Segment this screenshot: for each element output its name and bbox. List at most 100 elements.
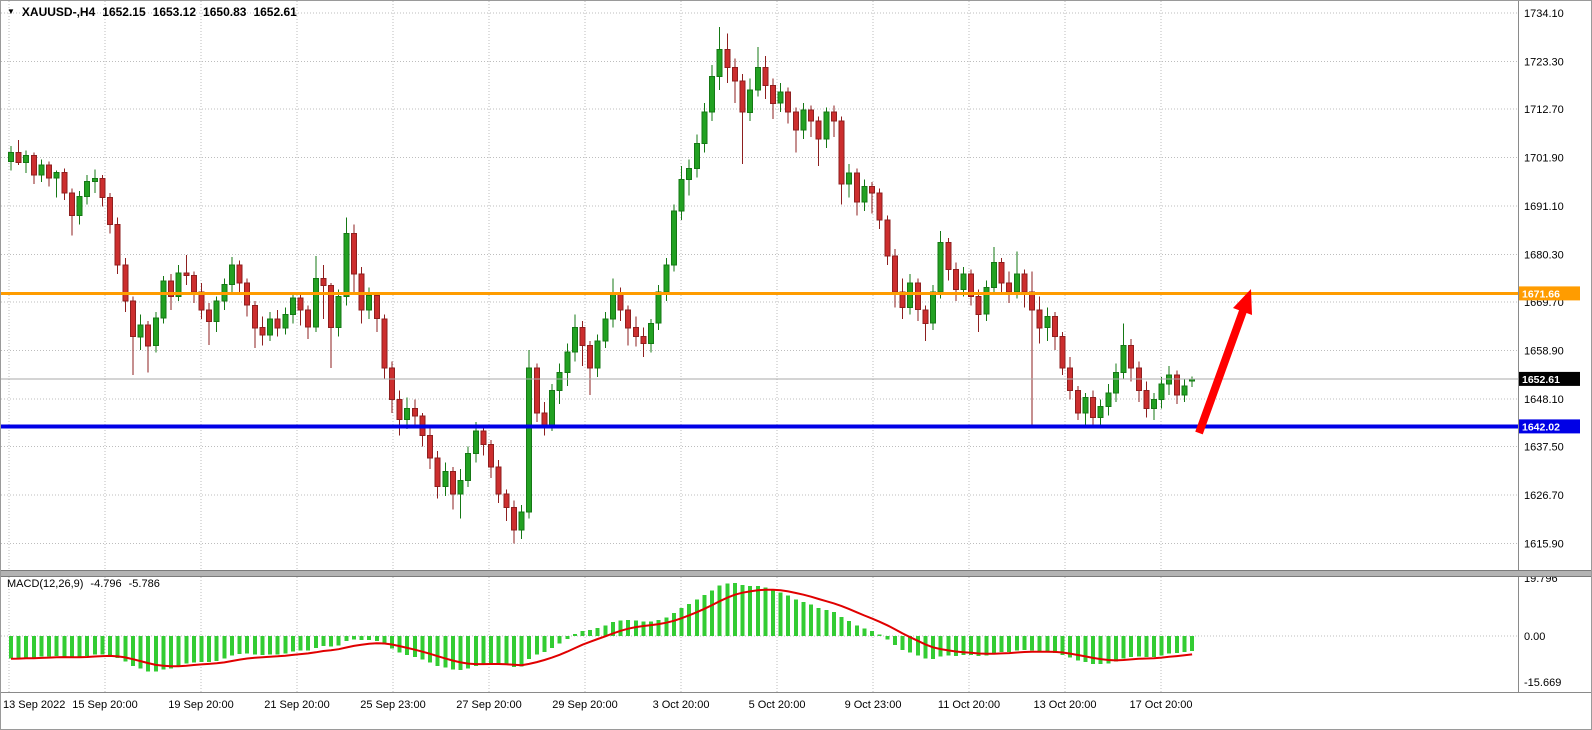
macd-bar (260, 636, 265, 656)
candle (152, 317, 159, 347)
macd-bar (572, 634, 577, 636)
price-axis-label: 1701.90 (1524, 153, 1564, 165)
candle (297, 297, 304, 311)
candle (114, 224, 121, 266)
candle (358, 273, 365, 311)
price-axis[interactable] (1519, 1, 1591, 692)
macd-bar (923, 636, 928, 659)
candle (251, 304, 258, 329)
macd-bar (953, 636, 958, 656)
candle (1044, 316, 1051, 329)
candle (846, 172, 853, 185)
trend-arrow[interactable] (1195, 309, 1247, 435)
time-axis[interactable] (1, 693, 1591, 729)
macd-bar (595, 628, 600, 636)
macd-bar (862, 628, 867, 636)
macd-bar (191, 636, 196, 663)
macd-panel[interactable] (1, 577, 1518, 692)
main-chart-area[interactable] (1, 1, 1518, 570)
price-axis-label: 1658.90 (1524, 346, 1564, 358)
candle (99, 178, 106, 199)
macd-bar (374, 636, 379, 641)
candle (465, 453, 472, 481)
candle (38, 164, 45, 176)
macd-bar (214, 636, 219, 661)
candle (183, 272, 190, 277)
candle (952, 268, 959, 291)
candle (274, 318, 281, 329)
candle (831, 111, 837, 122)
macd-bar (306, 636, 311, 651)
candle (701, 111, 708, 145)
macd-axis-label: 0.00 (1524, 631, 1545, 643)
candle (259, 327, 266, 336)
time-axis-label: 3 Oct 20:00 (653, 699, 710, 711)
candle (8, 152, 14, 163)
macd-bar (47, 636, 52, 657)
macd-bar (176, 636, 181, 666)
candle (762, 66, 769, 86)
macd-bar (511, 636, 516, 667)
macd-bar (481, 636, 486, 664)
candle (343, 233, 350, 297)
trend-arrow-head (1233, 289, 1252, 315)
price-axis-label: 1691.10 (1524, 201, 1564, 213)
candle (648, 322, 655, 344)
macd-bar (428, 636, 433, 663)
candle (69, 192, 75, 216)
macd-bar (268, 636, 273, 655)
macd-bar (1144, 636, 1149, 658)
macd-bar (382, 636, 387, 645)
macd-bar (473, 636, 478, 666)
macd-bar (367, 636, 372, 640)
macd-bar (793, 599, 798, 636)
macd-bar (915, 636, 920, 656)
candle (724, 48, 731, 68)
macd-bar (184, 636, 189, 664)
candle (823, 111, 830, 140)
macd-bar (839, 617, 844, 636)
macd-bar (786, 595, 791, 636)
candle (411, 408, 418, 417)
candle (838, 120, 845, 185)
macd-bar (717, 585, 722, 636)
candle (122, 264, 129, 302)
candle (76, 196, 83, 217)
macd-bar (1152, 636, 1156, 657)
candle (1059, 336, 1066, 369)
price-axis-label: 1637.50 (1524, 442, 1564, 454)
candle (640, 336, 647, 344)
macd-bar (313, 636, 318, 648)
price-axis-label: 1723.30 (1524, 56, 1564, 68)
macd-bar (9, 636, 13, 659)
time-axis-label: 21 Sep 20:00 (264, 699, 329, 711)
candle (427, 435, 434, 459)
candle (396, 399, 403, 420)
macd-bar (946, 636, 951, 656)
candle (160, 280, 167, 319)
macd-axis-label: -15.669 (1524, 677, 1561, 689)
candle (1006, 282, 1013, 293)
candle (46, 164, 53, 179)
candle (800, 109, 807, 131)
macd-bar (85, 636, 90, 656)
macd-bar (275, 636, 280, 655)
macd-bar (153, 636, 158, 672)
macd-bar (694, 599, 699, 636)
candle (716, 48, 723, 77)
macd-bar (778, 592, 783, 636)
candle (785, 91, 792, 113)
symbol-ohlc-line: ▼ XAUUSD-,H4 1652.15 1653.12 1650.83 165… (7, 5, 297, 19)
time-axis-label: 27 Sep 20:00 (456, 699, 521, 711)
macd-bar (763, 587, 768, 636)
candle (107, 197, 114, 225)
candle (907, 282, 914, 308)
price-axis-label: 1615.90 (1524, 539, 1564, 551)
candle (137, 324, 144, 338)
candle (1029, 291, 1036, 311)
macd-bar (649, 621, 654, 636)
chart-symbol-marker-icon: ▼ (7, 7, 15, 16)
candle (922, 309, 929, 324)
panel-separator[interactable] (1, 570, 1591, 577)
